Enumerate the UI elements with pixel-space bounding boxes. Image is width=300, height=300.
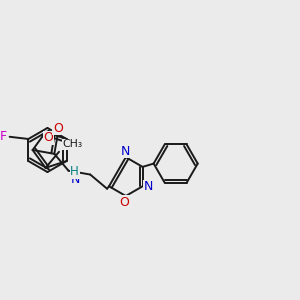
- Text: O: O: [119, 196, 129, 208]
- Text: O: O: [53, 122, 63, 135]
- Text: N: N: [143, 180, 153, 194]
- Text: N: N: [121, 145, 130, 158]
- Text: H: H: [70, 165, 79, 178]
- Text: N: N: [70, 172, 80, 185]
- Text: CH₃: CH₃: [63, 139, 83, 149]
- Text: O: O: [44, 131, 54, 144]
- Text: F: F: [0, 130, 7, 143]
